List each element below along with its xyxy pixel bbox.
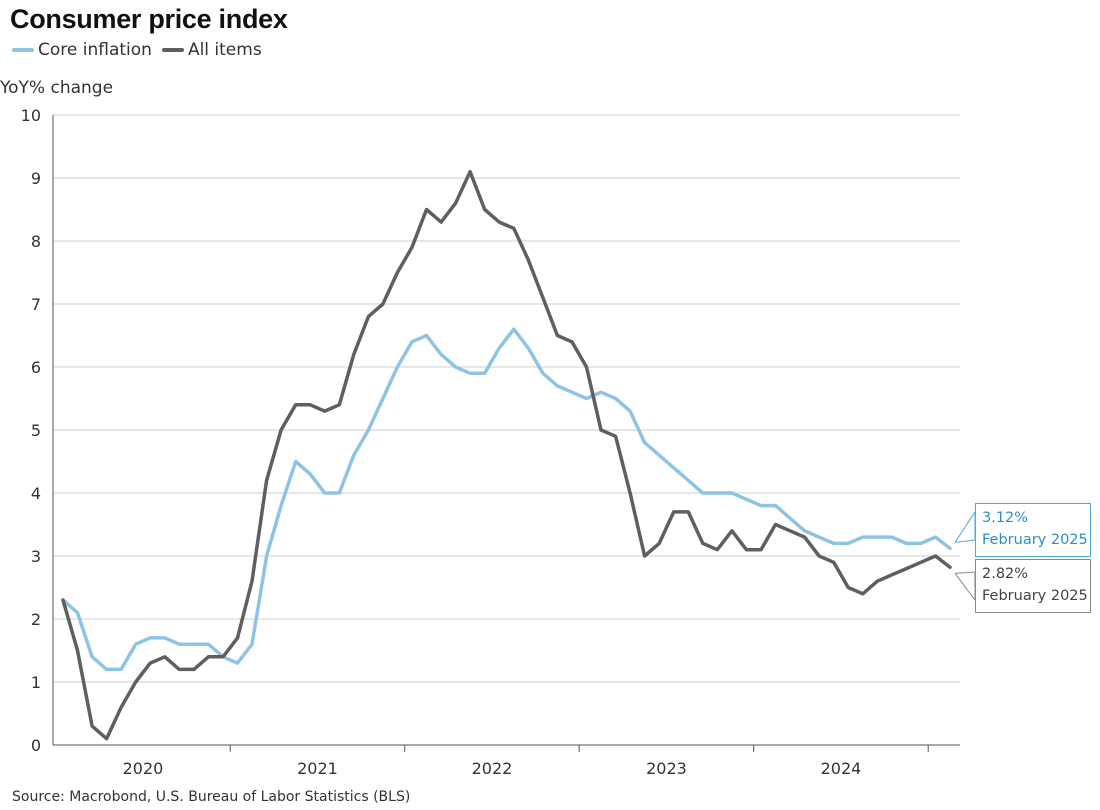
series-line-all-items — [61, 169, 952, 741]
callout-core-inflation: 3.12% February 2025 — [975, 503, 1091, 557]
y-tick-label-3: 3 — [31, 547, 41, 566]
y-tick-label-2: 2 — [31, 610, 41, 629]
y-axis-label: YoY% change — [0, 78, 114, 98]
x-tick-label-2020: 2020 — [123, 759, 164, 778]
y-tick-label-6: 6 — [31, 358, 41, 377]
x-tick-label-2021: 2021 — [297, 759, 338, 778]
x-tick-label-2022: 2022 — [472, 759, 513, 778]
y-tick-label-5: 5 — [31, 421, 41, 440]
y-tick-label-4: 4 — [31, 484, 41, 503]
y-tick-label-10: 10 — [21, 106, 41, 125]
series-line-core-inflation — [61, 327, 952, 672]
callout-core-date: February 2025 — [982, 532, 1088, 548]
callout-pointer-core — [954, 510, 976, 543]
chart-title: Consumer price index — [10, 4, 288, 34]
legend-swatch-all — [161, 48, 184, 52]
legend-item-core: Core inflation — [12, 40, 152, 60]
legend-swatch-core — [12, 48, 34, 52]
callout-core-value: 3.12% — [982, 510, 1029, 526]
y-tick-label-0: 0 — [31, 736, 41, 755]
legend: Core inflation All items — [12, 40, 262, 60]
callout-all-value: 2.82% — [982, 566, 1029, 582]
callout-all-date: February 2025 — [982, 588, 1088, 604]
x-tick-label-2024: 2024 — [821, 759, 862, 778]
y-tick-label-9: 9 — [31, 169, 41, 188]
callout-all-items: 2.82% February 2025 — [975, 559, 1091, 613]
y-tick-label-1: 1 — [31, 673, 41, 692]
legend-item-all: All items — [161, 40, 262, 60]
legend-label-all: All items — [187, 40, 262, 60]
y-tick-label-7: 7 — [31, 295, 41, 314]
legend-label-core: Core inflation — [38, 40, 152, 60]
source-note: Source: Macrobond, U.S. Bureau of Labor … — [12, 789, 411, 805]
x-tick-label-2023: 2023 — [646, 759, 687, 778]
y-tick-label-8: 8 — [31, 232, 41, 251]
callout-pointer-all — [954, 571, 976, 602]
